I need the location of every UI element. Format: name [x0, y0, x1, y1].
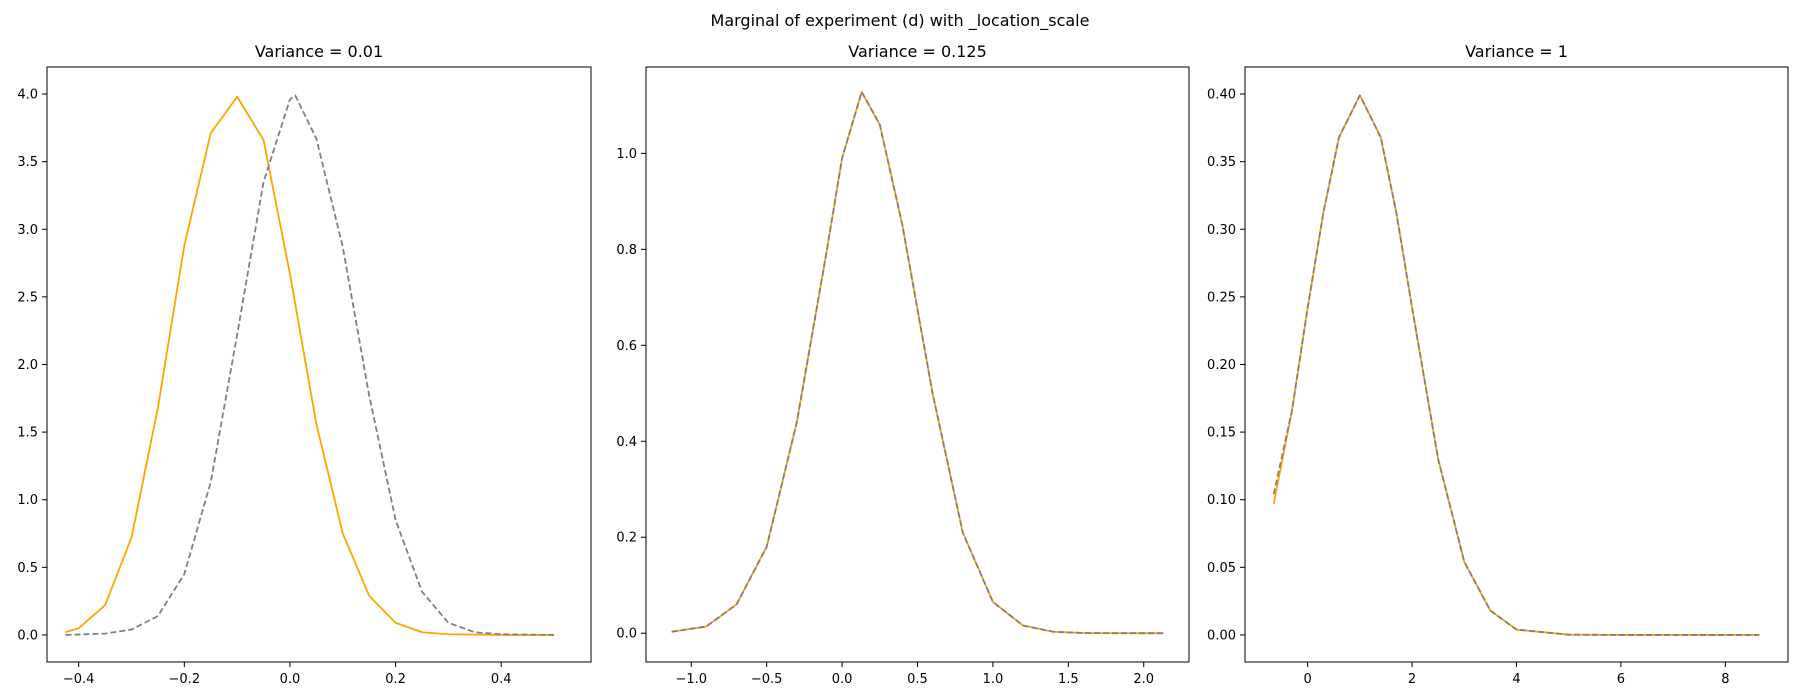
y-tick-label: 2.0 [17, 358, 38, 373]
x-tick-label: 0.5 [907, 672, 928, 687]
y-tick-label: 0.4 [616, 435, 637, 450]
x-tick-label: 1.5 [1058, 672, 1079, 687]
x-tick-label: 8 [1721, 672, 1729, 687]
y-tick-label: 0.0 [616, 627, 637, 642]
figure-suptitle: Marginal of experiment (d) with _locatio… [711, 11, 1090, 31]
y-tick-label: 0.6 [616, 339, 637, 354]
y-tick-label: 1.0 [616, 147, 637, 162]
y-tick-label: 0.20 [1207, 358, 1236, 373]
subplot-3: Variance = 1 0 2 4 6 8 0.00 0.05 0.10 0.15 0.20 0.2… [1207, 42, 1789, 687]
y-tick-label: 0.0 [17, 628, 38, 643]
x-tick-label: 0.0 [280, 672, 301, 687]
y-tick-label: 0.8 [616, 243, 637, 258]
x-tick-label: −0.4 [63, 672, 95, 687]
x-tick-label: 0 [1304, 672, 1312, 687]
series-line-dashed [1272, 94, 1760, 636]
x-tick-label: 0.2 [385, 672, 406, 687]
y-tick-label: 0.40 [1207, 88, 1236, 103]
x-tick-label: −0.5 [751, 672, 783, 687]
series-line-dashed [671, 91, 1164, 635]
y-tick-label: 2.5 [17, 290, 38, 305]
y-tick-label: 3.5 [17, 155, 38, 170]
y-tick-label: 0.00 [1207, 628, 1236, 643]
x-tick-label: 4 [1512, 672, 1520, 687]
y-tick-label: 0.25 [1207, 290, 1236, 305]
y-tick-label: 3.0 [17, 223, 38, 238]
x-tick-label: −0.2 [169, 672, 201, 687]
y-tick-label: 4.0 [17, 88, 38, 103]
x-tick-label: 2.0 [1133, 672, 1154, 687]
subplot-1: Variance = 0.01 −0.4 −0.2 0.0 0.2 0.4 0.0 0.5 1.… [17, 42, 592, 687]
x-tick-label: 6 [1617, 672, 1625, 687]
y-tick-label: 0.5 [17, 561, 38, 576]
y-tick-label: 0.2 [616, 531, 637, 546]
y-tick-label: 0.35 [1207, 155, 1236, 170]
y-tick-label: 0.10 [1207, 493, 1236, 508]
subplot-panels: Variance = 0.01 −0.4 −0.2 0.0 0.2 0.4 0.0 0.5 1.… [17, 42, 1789, 687]
x-tick-label: 1.0 [983, 672, 1004, 687]
x-tick-label: 0.0 [832, 672, 853, 687]
y-tick-label: 1.0 [17, 493, 38, 508]
x-tick-label: −1.0 [675, 672, 707, 687]
x-tick-label: 2 [1408, 672, 1416, 687]
y-tick-label: 0.30 [1207, 223, 1236, 238]
series-line-solid [65, 95, 555, 636]
subplot-title: Variance = 1 [1465, 42, 1568, 61]
subplot-title: Variance = 0.125 [848, 42, 987, 61]
subplot-2: Variance = 0.125 −1.0 −0.5 0.0 0.5 1.0 1.5 2.0 0… [616, 42, 1190, 687]
series-line-dashed [65, 94, 555, 636]
x-tick-label: 0.4 [491, 672, 512, 687]
y-tick-label: 1.5 [17, 426, 38, 441]
y-tick-label: 0.15 [1207, 426, 1236, 441]
y-tick-label: 0.05 [1207, 561, 1236, 576]
subplot-title: Variance = 0.01 [255, 42, 383, 61]
